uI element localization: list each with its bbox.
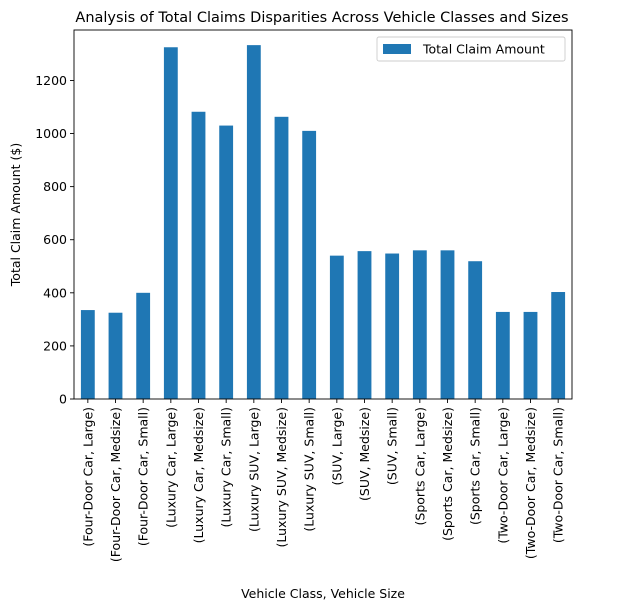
x-tick-label: (Four-Door Car, Medsize) [108, 407, 123, 562]
legend-label: Total Claim Amount [422, 42, 545, 57]
bar [329, 255, 344, 399]
bar [274, 116, 289, 399]
x-tick-label: (Two-Door Car, Large) [495, 407, 510, 544]
bar [440, 250, 455, 399]
x-tick-label: (Luxury SUV, Small) [302, 407, 317, 532]
x-tick-label: (Luxury Car, Large) [163, 407, 178, 528]
bar [385, 253, 400, 399]
bar [191, 111, 206, 399]
x-axis-label: Vehicle Class, Vehicle Size [241, 586, 405, 601]
bar [412, 250, 427, 399]
y-axis: 0 200 400 600 800 1000 1200 [35, 73, 74, 407]
y-tick-label: 1200 [35, 73, 67, 88]
legend: Total Claim Amount [376, 36, 566, 62]
bar [108, 312, 123, 399]
x-tick-label: (SUV, Small) [385, 407, 400, 485]
x-tick-label: (SUV, Large) [329, 407, 344, 486]
y-tick-label: 800 [43, 179, 67, 194]
y-tick-label: 600 [43, 232, 67, 247]
bar [523, 311, 538, 399]
x-tick-label: (Sports Car, Medsize) [440, 407, 455, 541]
bar [495, 311, 510, 399]
bar [163, 47, 178, 399]
bar [246, 45, 261, 399]
y-tick-label: 200 [43, 338, 67, 353]
chart-title: Analysis of Total Claims Disparities Acr… [75, 10, 568, 26]
x-tick-label: (Four-Door Car, Large) [80, 407, 95, 547]
bar [551, 292, 566, 399]
x-tick-label: (Two-Door Car, Medsize) [523, 407, 538, 559]
x-tick-label: (Four-Door Car, Small) [136, 407, 151, 546]
x-tick-label: (Luxury Car, Small) [219, 407, 234, 527]
x-tick-label: (Two-Door Car, Small) [551, 407, 566, 543]
bar [357, 251, 372, 399]
y-tick-label: 0 [59, 392, 67, 407]
x-tick-label: (SUV, Medsize) [357, 407, 372, 501]
x-tick-label: (Sports Car, Small) [468, 407, 483, 525]
bars-group [80, 45, 566, 400]
y-axis-label: Total Claim Amount ($) [8, 143, 23, 287]
x-tick-label: (Luxury SUV, Large) [246, 407, 261, 532]
x-axis: (Four-Door Car, Large) (Four-Door Car, Me… [80, 399, 566, 562]
bar [219, 125, 234, 399]
bar [302, 130, 317, 400]
y-tick-label: 1000 [35, 126, 67, 141]
bar [136, 292, 151, 399]
legend-box [376, 36, 566, 62]
x-tick-label: (Luxury Car, Medsize) [191, 407, 206, 543]
legend-swatch [383, 44, 411, 54]
plot-area-frame [73, 29, 573, 400]
bar [468, 261, 483, 399]
x-tick-label: (Luxury SUV, Medsize) [274, 407, 289, 547]
y-tick-label: 400 [43, 285, 67, 300]
x-tick-label: (Sports Car, Large) [412, 407, 427, 525]
bar [80, 310, 95, 399]
